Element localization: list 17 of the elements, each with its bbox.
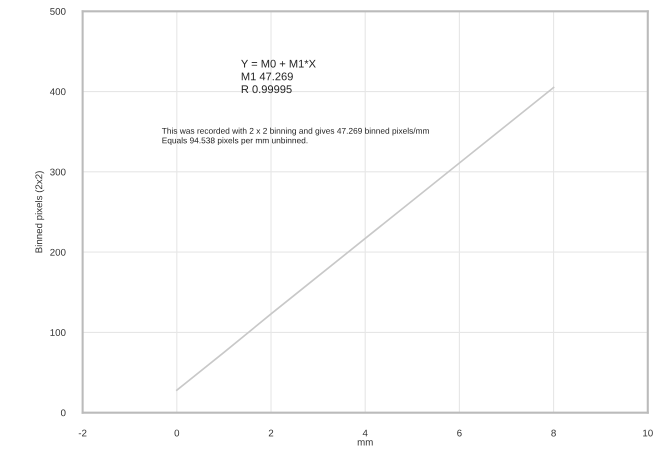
y-tick-label: 500 — [50, 8, 66, 15]
x-tick-label: 0 — [174, 430, 180, 436]
x-tick-label: 2 — [268, 430, 274, 436]
x-tick-label: 6 — [457, 430, 462, 436]
annotation: This was recorded with 2 x 2 binning and gives 47.269 binned pixels/mm Equals 94.538 pixels per mm unbinned. — [162, 128, 429, 146]
y-tick-label: 0 — [60, 409, 66, 416]
annotation: Y = M0 + M1*X M1 47.269 R 0.99995 — [241, 60, 316, 94]
y-axis-title: Binned pixels (2x2) — [35, 171, 44, 253]
y-tick-label: 200 — [50, 248, 66, 256]
y-tick-label: 300 — [50, 168, 66, 176]
x-axis-title: mm — [358, 440, 373, 446]
x-tick-label: 4 — [362, 430, 368, 436]
x-tick-label: 10 — [643, 430, 653, 436]
y-tick-label: 100 — [50, 329, 66, 336]
x-tick-label: -2 — [78, 430, 86, 436]
x-tick-label: 8 — [551, 430, 556, 436]
y-tick-label: 400 — [50, 88, 66, 96]
